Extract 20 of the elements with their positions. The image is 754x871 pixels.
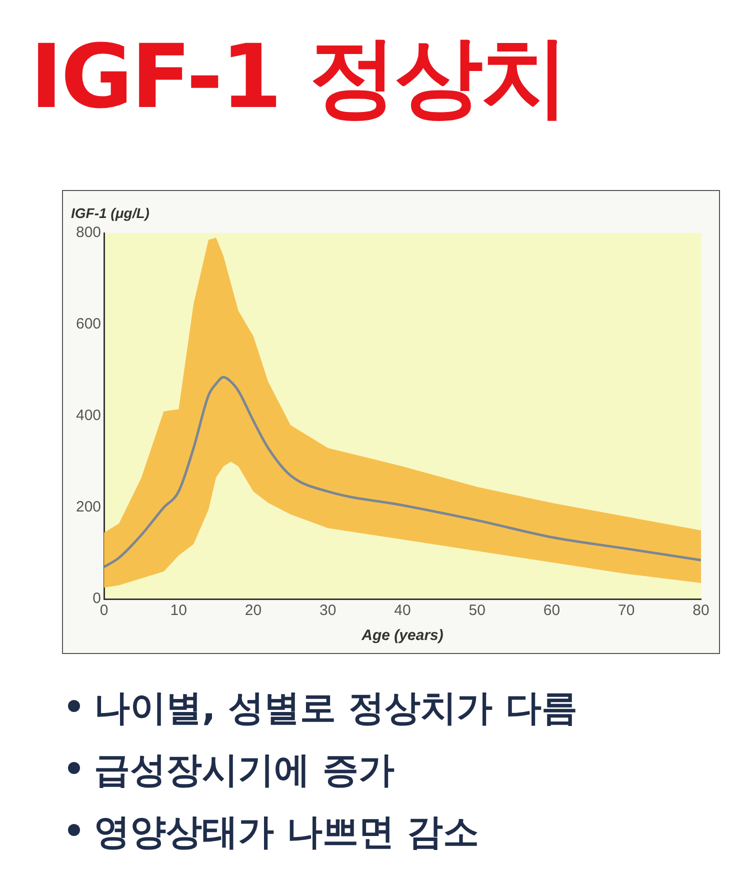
x-tick-label: 40 (394, 602, 411, 620)
y-tick-label: 800 (76, 224, 102, 242)
text: 급성장시기에 증가 (94, 750, 395, 791)
y-axis-title: IGF-1 (μg/L) (71, 205, 150, 221)
x-tick-label: 20 (244, 602, 262, 620)
text: 영양상태가 나쁘면 감소 (94, 812, 480, 853)
y-tick-label: 600 (76, 316, 102, 333)
x-tick-label: 80 (692, 602, 710, 620)
x-tick-label: 10 (170, 602, 187, 620)
x-tick-label: 30 (320, 602, 336, 620)
x-tick-label: 60 (543, 602, 560, 620)
x-tick-label: 70 (618, 602, 635, 620)
text: 나이별, 성별로 정상치가 다름 (94, 688, 578, 729)
y-tick-label: 400 (76, 407, 102, 424)
x-axis-title: Age (years) (360, 627, 444, 644)
line-series (104, 376, 701, 568)
y-tick-label: 200 (76, 498, 102, 516)
chart-title: IGF-1 정상치 (30, 24, 567, 130)
x-tick-label: 50 (468, 602, 486, 620)
y-tick-label: 0 (92, 590, 102, 608)
